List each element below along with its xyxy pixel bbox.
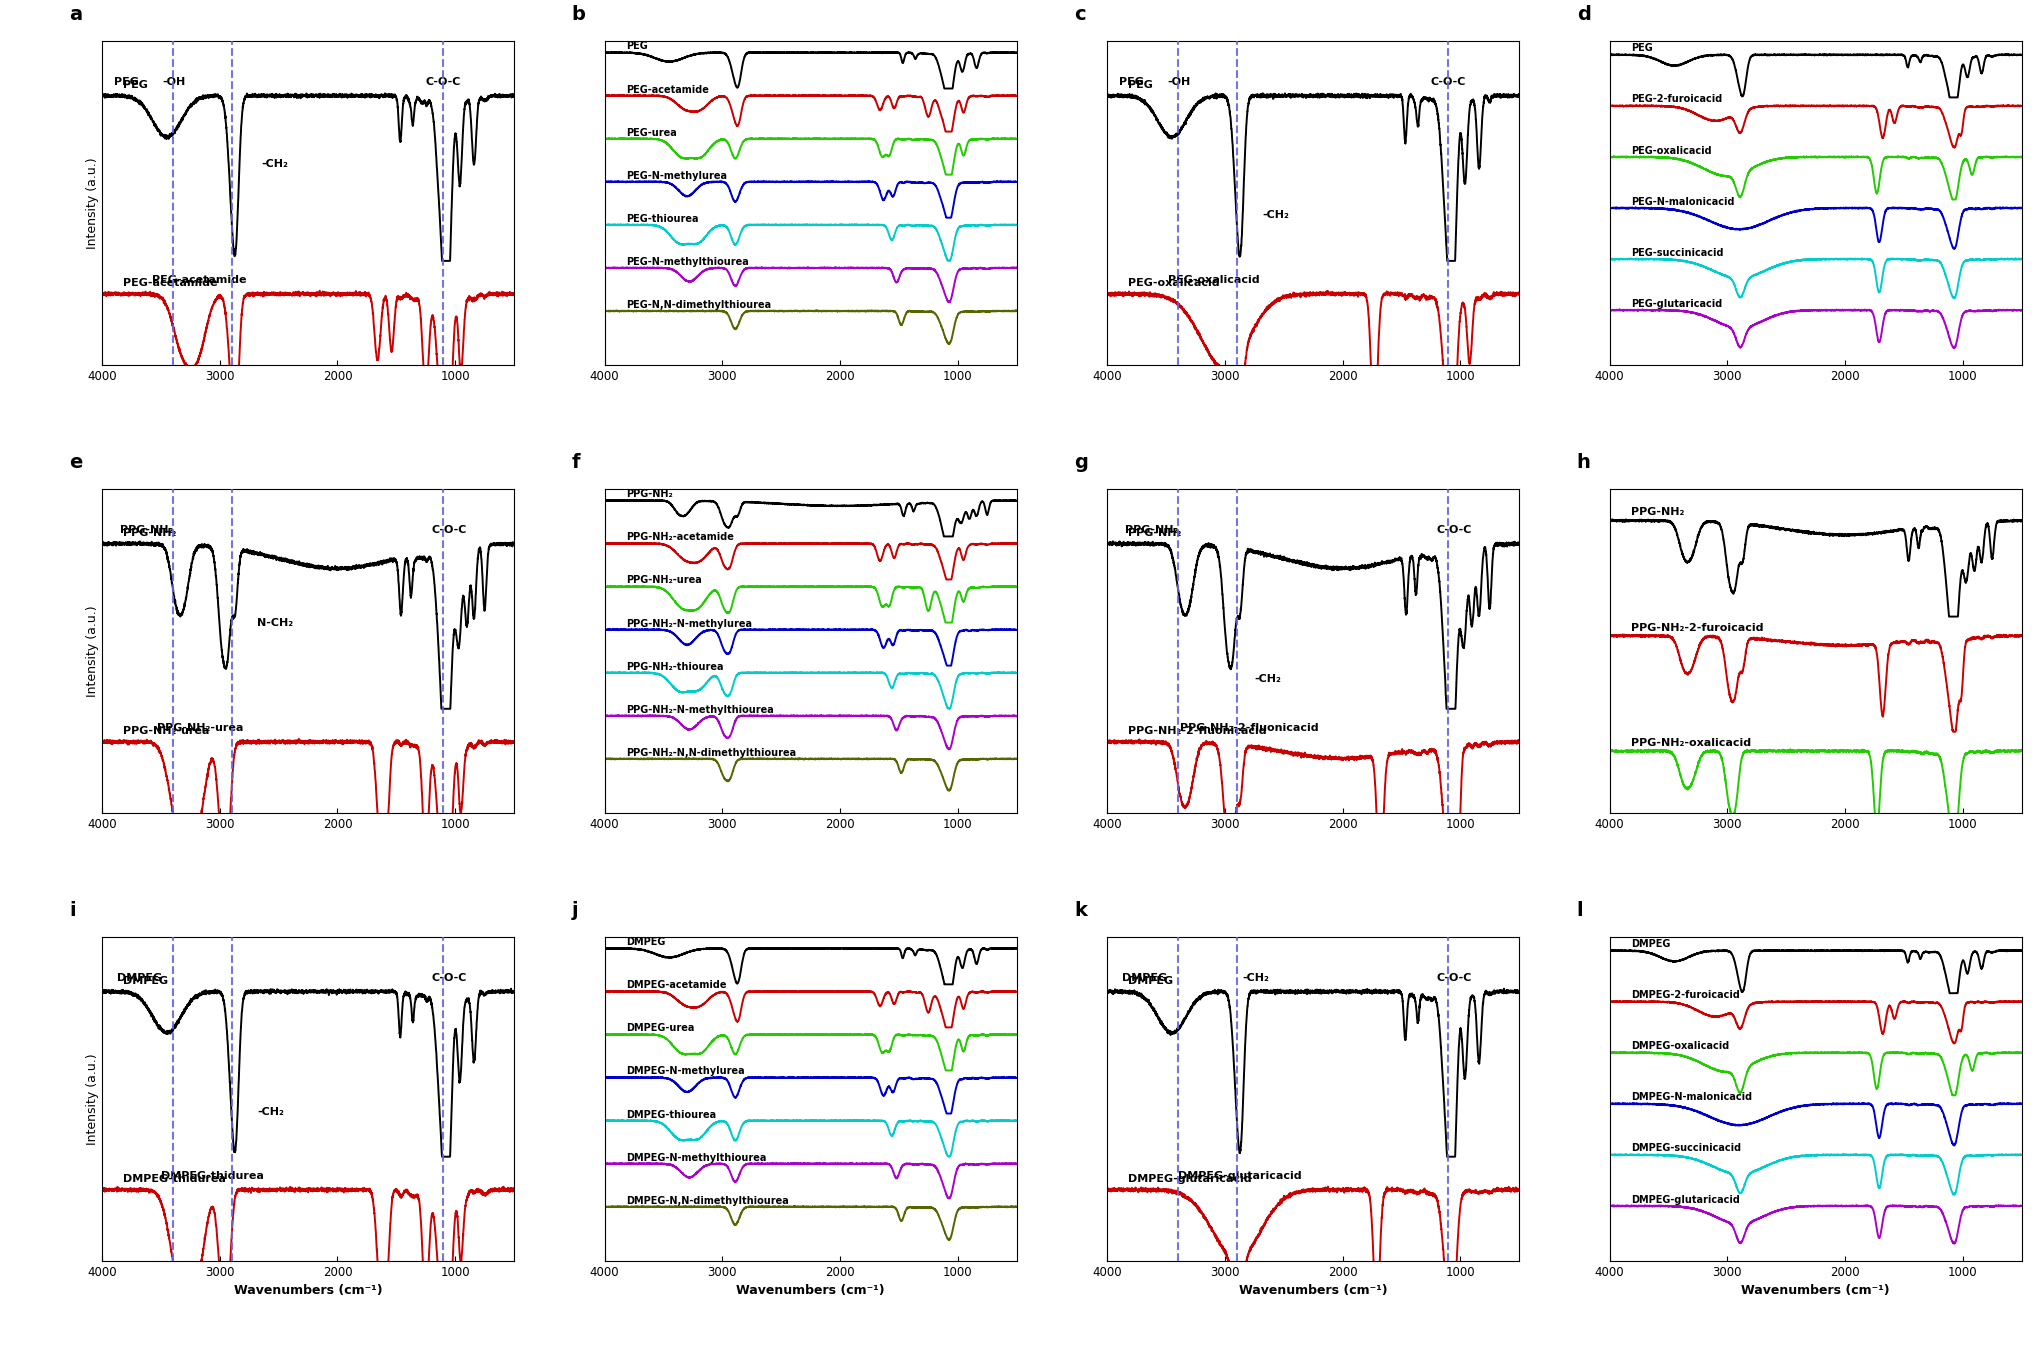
Text: g: g [1074,453,1088,472]
Text: PEG-oxalicacid: PEG-oxalicacid [1632,145,1711,156]
Text: DMPEG: DMPEG [1632,940,1670,949]
Text: PEG: PEG [123,80,149,91]
Text: -CH₂: -CH₂ [257,1106,284,1117]
Text: C-N: C-N [441,514,464,525]
Text: C-O-C: C-O-C [431,525,468,534]
Y-axis label: Intensity (a.u.): Intensity (a.u.) [86,157,100,248]
Text: PEG-oxalicacid: PEG-oxalicacid [1168,275,1260,285]
Text: DMPEG-thiourea: DMPEG-thiourea [625,1109,717,1120]
Text: -C=O: -C=O [1380,523,1411,534]
Text: DMPEG: DMPEG [625,937,666,948]
Text: f: f [572,453,580,472]
Text: DMPEG-thidurea: DMPEG-thidurea [161,1172,263,1181]
Text: DMPEG-urea: DMPEG-urea [625,1024,694,1033]
Text: -NH₂: -NH₂ [208,952,237,963]
Text: C-N: C-N [445,961,468,972]
Text: PEG-acetamide: PEG-acetamide [625,84,709,95]
Text: PEG-2-furoicacid: PEG-2-furoicacid [1632,95,1721,104]
Text: a: a [69,5,82,24]
Text: PPG-NH₂: PPG-NH₂ [1125,525,1178,534]
X-axis label: Wavenumbers (cm⁻¹): Wavenumbers (cm⁻¹) [1239,1284,1387,1298]
Text: -CH₂: -CH₂ [1262,210,1289,220]
Text: PPG-NH₂-2-fluonicacid: PPG-NH₂-2-fluonicacid [1180,723,1319,734]
Text: PPG-NH₂-2-fluonicacid: PPG-NH₂-2-fluonicacid [1129,727,1266,736]
Text: C-O-C: C-O-C [425,77,461,87]
Text: -CH₂: -CH₂ [1254,674,1280,683]
Text: PEG-N,N-dimethylthiourea: PEG-N,N-dimethylthiourea [625,300,772,309]
Text: PPG-NH₂: PPG-NH₂ [1632,507,1685,518]
Y-axis label: Intensity (a.u.): Intensity (a.u.) [86,605,100,697]
X-axis label: Wavenumbers (cm⁻¹): Wavenumbers (cm⁻¹) [737,1284,884,1298]
Text: DMPEG: DMPEG [116,972,163,983]
Text: PPG-NH₂: PPG-NH₂ [1129,527,1182,538]
Text: PEG-glutaricacid: PEG-glutaricacid [1632,298,1721,309]
Text: PPG-NH₂-oxalicacid: PPG-NH₂-oxalicacid [1632,738,1750,747]
Text: PPG-NH₂: PPG-NH₂ [123,527,178,538]
Text: PPG-NH₂: PPG-NH₂ [120,525,174,534]
Text: DMPEG: DMPEG [1129,976,1174,986]
Text: DMPEG-N,N-dimethylthiourea: DMPEG-N,N-dimethylthiourea [625,1196,788,1205]
Text: -OH: -OH [161,77,186,87]
Text: DMPEG-glutaricacid: DMPEG-glutaricacid [1129,1174,1252,1184]
Text: DMPEG-2-furoicacid: DMPEG-2-furoicacid [1632,990,1740,1001]
Text: N-CH₂: N-CH₂ [257,618,294,628]
Text: PPG-NH₂-N,N-dimethylthiourea: PPG-NH₂-N,N-dimethylthiourea [625,747,796,758]
Text: -NH₂: -NH₂ [1213,945,1242,956]
Text: PEG-acetamide: PEG-acetamide [151,275,245,285]
Text: -CH₂: -CH₂ [1242,972,1270,983]
Text: PEG: PEG [114,77,139,87]
Text: -C=O: -C=O [1380,967,1411,978]
Text: DMPEG-glutaricacid: DMPEG-glutaricacid [1632,1195,1740,1204]
Text: C-O-C: C-O-C [431,972,468,983]
Y-axis label: Intensity (a.u.): Intensity (a.u.) [86,1054,100,1144]
Text: PPG-NH₂: PPG-NH₂ [625,490,672,499]
Text: PEG-N-methylthiourea: PEG-N-methylthiourea [625,256,749,267]
Text: C-O-C: C-O-C [1431,77,1466,87]
Text: PEG-acetamide: PEG-acetamide [123,278,218,289]
Text: DMPEG-N-malonicacid: DMPEG-N-malonicacid [1632,1093,1752,1102]
Text: c: c [1074,5,1086,24]
Text: DMPEG: DMPEG [1123,972,1168,983]
Text: PPG-NH₂-acetamide: PPG-NH₂-acetamide [625,533,733,542]
Text: PEG-N-malonicacid: PEG-N-malonicacid [1632,197,1734,206]
Text: DMPEG-succinicacid: DMPEG-succinicacid [1632,1143,1742,1154]
Text: PEG: PEG [1129,80,1154,91]
Text: C-O-C: C-O-C [1438,525,1472,534]
Text: PEG-oxalicacid: PEG-oxalicacid [1129,278,1219,289]
Text: l: l [1576,902,1583,921]
Text: d: d [1576,5,1591,24]
Text: j: j [572,902,578,921]
Text: DMPEG-thidurea: DMPEG-thidurea [123,1174,227,1184]
Text: i: i [69,902,76,921]
Text: PEG-thiourea: PEG-thiourea [625,214,698,224]
X-axis label: Wavenumbers (cm⁻¹): Wavenumbers (cm⁻¹) [1742,1284,1891,1298]
Text: PEG-N-methylurea: PEG-N-methylurea [625,171,727,180]
Text: h: h [1576,453,1591,472]
Text: PEG: PEG [625,42,647,52]
Text: DMPEG-glutaricacid: DMPEG-glutaricacid [1178,1172,1301,1181]
Text: PPG-NH₂-thiourea: PPG-NH₂-thiourea [625,662,723,671]
Text: DMPEG-oxalicacid: DMPEG-oxalicacid [1632,1041,1730,1051]
Text: -CH₂: -CH₂ [261,159,288,168]
Text: DMPEG-acetamide: DMPEG-acetamide [625,980,727,990]
Text: PPG-NH₂-2-furoicacid: PPG-NH₂-2-furoicacid [1632,622,1764,633]
Text: PPG-NH₂-urea: PPG-NH₂-urea [157,723,243,734]
Text: PPG-NH₂-urea: PPG-NH₂-urea [123,727,210,736]
Text: PEG: PEG [1632,43,1652,53]
Text: -OH: -OH [1168,77,1190,87]
Text: DMPEG-N-methylthiourea: DMPEG-N-methylthiourea [625,1153,766,1162]
Text: PPG-NH₂-N-methylurea: PPG-NH₂-N-methylurea [625,618,751,629]
Text: PPG-NH₂-urea: PPG-NH₂-urea [625,575,702,586]
Text: PEG-urea: PEG-urea [625,127,676,137]
Text: PEG-succinicacid: PEG-succinicacid [1632,248,1723,258]
Text: e: e [69,453,82,472]
Text: PEG: PEG [1119,77,1144,87]
Text: k: k [1074,902,1086,921]
X-axis label: Wavenumbers (cm⁻¹): Wavenumbers (cm⁻¹) [233,1284,382,1298]
Text: b: b [572,5,586,24]
Text: PPG-NH₂-N-methylthiourea: PPG-NH₂-N-methylthiourea [625,705,774,715]
Text: DMPEG-N-methylurea: DMPEG-N-methylurea [625,1066,745,1077]
Text: C-O-C: C-O-C [1438,972,1472,983]
Text: DMPEG: DMPEG [123,976,167,986]
